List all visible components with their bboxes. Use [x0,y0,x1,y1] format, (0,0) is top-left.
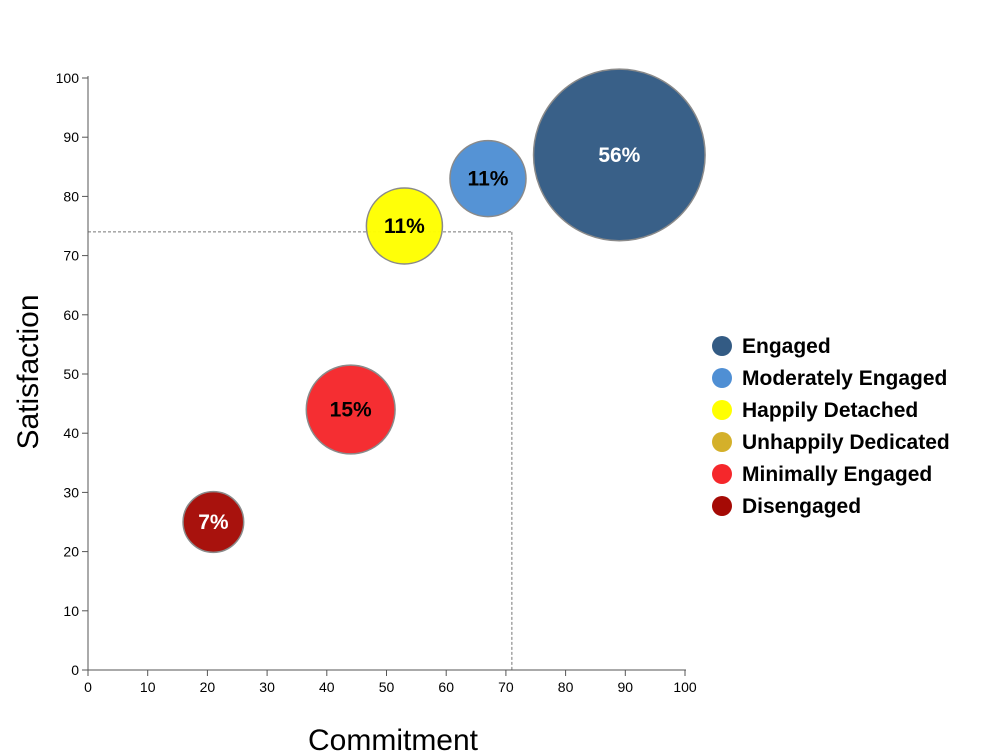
bubble-label-moderately-engaged: 11% [468,168,509,191]
x-tick-label: 100 [673,679,697,695]
y-tick-label: 100 [56,70,80,86]
bubble-moderately-engaged [449,139,527,218]
y-tick-label: 90 [63,129,79,145]
x-tick-label: 0 [84,679,92,695]
bubble-label-engaged: 56% [598,144,640,167]
reference-lines [88,231,513,670]
y-tick-label: 30 [63,484,79,500]
legend-marker-moderately-engaged [712,368,732,388]
bubble-label-minimally-engaged: 15% [330,399,372,422]
x-tick-label: 80 [558,679,574,695]
legend-label-happily-detached: Happily Detached [742,399,918,422]
legend-label-moderately-engaged: Moderately Engaged [742,367,947,390]
y-tick-label: 20 [63,544,79,560]
x-tick-label: 70 [498,679,514,695]
legend-marker-happily-detached [712,400,732,420]
legend-label-disengaged: Disengaged [742,495,861,518]
y-tick-label: 50 [63,366,79,382]
y-tick-label: 80 [63,188,79,204]
legend-label-engaged: Engaged [742,335,831,358]
legend: Engaged Moderately Engaged Happily Detache… [712,335,950,518]
x-tick-label: 10 [140,679,156,695]
x-tick-label: 20 [200,679,216,695]
bubble-minimally-engaged [305,364,396,455]
x-tick-label: 50 [379,679,395,695]
x-tick-label: 90 [618,679,634,695]
bubble-engaged [532,68,706,242]
legend-marker-minimally-engaged [712,464,732,484]
y-tick-label: 60 [63,307,79,323]
bubbles: 56% 15% 11% 11% 7% [182,68,706,554]
bubble-happily-detached [365,187,444,265]
x-tick-label: 30 [259,679,275,695]
bubble-label-disengaged: 7% [198,511,229,534]
axes: 0 10 20 30 40 50 60 70 80 90 100 0 10 20 30 40 50 60 70 80 9… [56,70,697,695]
y-tick-label: 40 [63,425,79,441]
y-tick-label: 70 [63,248,79,264]
legend-marker-engaged [712,336,732,356]
bubble-label-happily-detached: 11% [384,215,425,238]
legend-marker-unhappily-dedicated [712,432,732,452]
x-tick-label: 40 [319,679,335,695]
y-axis-title: Satisfaction [12,294,45,449]
bubble-disengaged [182,490,245,554]
x-axis-title: Commitment [308,724,479,753]
legend-label-minimally-engaged: Minimally Engaged [742,463,932,486]
x-tick-label: 60 [438,679,454,695]
legend-label-unhappily-dedicated: Unhappily Dedicated [742,431,950,454]
y-tick-label: 10 [63,603,79,619]
legend-marker-disengaged [712,496,732,516]
y-tick-label: 0 [71,662,79,678]
